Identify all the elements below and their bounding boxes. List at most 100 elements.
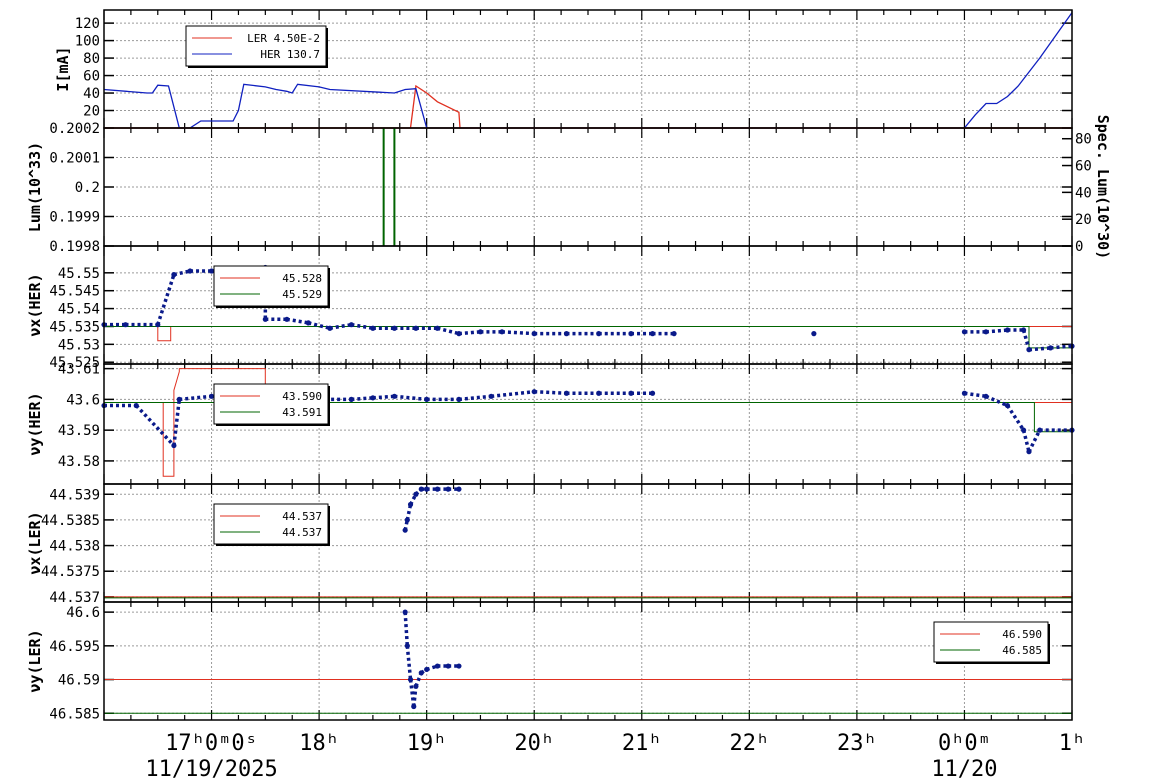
series-line-set-red: [104, 368, 1072, 477]
legend-box: [185, 25, 327, 67]
legend-box: [213, 265, 329, 307]
legend: 46.590 46.585: [933, 621, 1050, 664]
legend-entry: 43.590: [282, 390, 322, 403]
y-tick-label: 45.53: [58, 337, 100, 353]
y-axis-label: I[mA]: [54, 46, 72, 91]
panel-5: 44.537 44.5375 44.538 44.5385 44.539 νx(LER) 4…: [26, 483, 1073, 606]
y-axis-label: νy(LER): [26, 629, 44, 692]
y-tick-label: 45.55: [58, 266, 100, 282]
data-point-run: [403, 519, 410, 531]
y-tick-label: 46.59: [58, 673, 100, 689]
data-point-run: [372, 394, 395, 400]
legend-entry: HER 130.7: [260, 48, 320, 61]
y-axis-label: νx(LER): [26, 511, 44, 574]
x-date-label: 11/20: [931, 757, 997, 782]
x-date-label: 11/19/2025: [145, 757, 277, 782]
data-point-run: [458, 330, 481, 336]
data-point-run: [134, 404, 176, 447]
legend-entry: 45.529: [282, 288, 322, 301]
y-tick-label: 0.1999: [49, 210, 100, 226]
y2-tick-label: 80: [1075, 132, 1092, 148]
y-tick-label: 45.525: [49, 355, 100, 371]
data-point-run: [501, 330, 535, 336]
data-point-run: [351, 396, 374, 402]
y2-tick-label: 60: [1075, 159, 1092, 175]
data-point-run: [307, 321, 331, 330]
y-axis-label: νx(HER): [26, 273, 44, 336]
y-tick-label: 44.5385: [41, 513, 100, 529]
y-tick-label: 0.1998: [49, 239, 100, 255]
y-tick-label: 45.54: [58, 302, 100, 318]
y-tick-label: 43.6: [66, 392, 100, 408]
legend: LER 4.50E-2 HER 130.7: [185, 25, 328, 68]
y-axis-label: Lum(10^33): [26, 142, 44, 232]
y-tick-label: 0.2002: [49, 121, 100, 137]
y-tick-label: 44.537: [49, 590, 100, 606]
y-tick-label: 44.538: [49, 539, 100, 555]
data-point-run: [1027, 429, 1042, 453]
y-tick-label: 20: [83, 104, 100, 120]
data-point-run: [985, 328, 1008, 334]
data-point-run: [156, 274, 176, 326]
legend-entry: 45.528: [282, 272, 322, 285]
data-point: [456, 486, 462, 492]
legend-box: [213, 383, 329, 425]
data-point-run: [420, 667, 428, 675]
x-tick-label: 23ʰ: [837, 731, 877, 756]
y-tick-label: 0.2: [75, 180, 100, 196]
data-point-run: [534, 389, 567, 395]
y-tick-label: 45.545: [49, 284, 100, 300]
legend-entry: 46.585: [1002, 644, 1042, 657]
y-tick-label: 43.61: [58, 362, 100, 378]
data-point-run: [491, 389, 535, 399]
y-tick-label: 44.539: [49, 487, 100, 503]
legend-entry: 44.537: [282, 510, 322, 523]
data-point-run: [458, 394, 492, 402]
data-point-run: [985, 394, 1009, 408]
legend-entry: LER 4.50E-2: [247, 32, 320, 45]
panel-4: 43.58 43.59 43.6 43.61 νy(HER) 43.590 43.591: [26, 362, 1075, 485]
data-point-run: [964, 391, 987, 399]
data-point-run: [405, 645, 413, 680]
data-point-run: [351, 322, 374, 330]
y-tick-label: 40: [83, 86, 100, 102]
x-tick-label: 20ʰ: [514, 731, 554, 756]
x-tick-label: 17ʰ0ᵐ0ˢ: [165, 731, 258, 756]
x-tick-label: 1ʰ: [1059, 731, 1086, 756]
data-point-run: [403, 612, 410, 646]
x-tick-label: 21ʰ: [622, 731, 662, 756]
data-point-run: [436, 326, 460, 336]
x-tick-label: 22ʰ: [729, 731, 769, 756]
y-tick-label: 60: [83, 69, 100, 85]
data-point-run: [426, 664, 438, 672]
y2-tick-label: 20: [1075, 212, 1092, 228]
legend: 45.528 45.529: [213, 265, 330, 308]
y2-axis-label: Spec. Lum(10^30): [1094, 115, 1112, 260]
series-line-set-red: [104, 326, 1072, 342]
y-tick-label: 46.585: [49, 706, 100, 722]
data-point-run: [405, 504, 413, 521]
y-tick-label: 0.2001: [49, 151, 100, 167]
y-tick-label: 45.535: [49, 319, 100, 335]
data-point-run: [286, 317, 309, 325]
y-tick-label: 46.6: [66, 605, 100, 621]
legend-entry: 43.591: [282, 406, 322, 419]
y-tick-label: 43.59: [58, 423, 100, 439]
data-point-run: [1021, 329, 1031, 351]
series-line-ler: [104, 84, 1072, 129]
data-point-run: [1021, 429, 1031, 453]
y-tick-label: 120: [75, 16, 100, 32]
legend-box: [933, 621, 1049, 663]
panel-frame: [103, 601, 1073, 721]
y-tick-label: 44.5375: [41, 564, 100, 580]
data-point-run: [414, 487, 423, 496]
y2-tick-label: 40: [1075, 185, 1092, 201]
panel-2: 0.1998 0.1999 0.2 0.2001 0.2002 Lum(10^33) 0 20…: [26, 115, 1112, 260]
legend-entry: 46.590: [1002, 628, 1042, 641]
data-point-run: [408, 493, 418, 506]
legend-entry: 44.537: [282, 526, 322, 539]
data-point-run: [329, 322, 352, 330]
x-tick-label: 19ʰ: [407, 731, 447, 756]
